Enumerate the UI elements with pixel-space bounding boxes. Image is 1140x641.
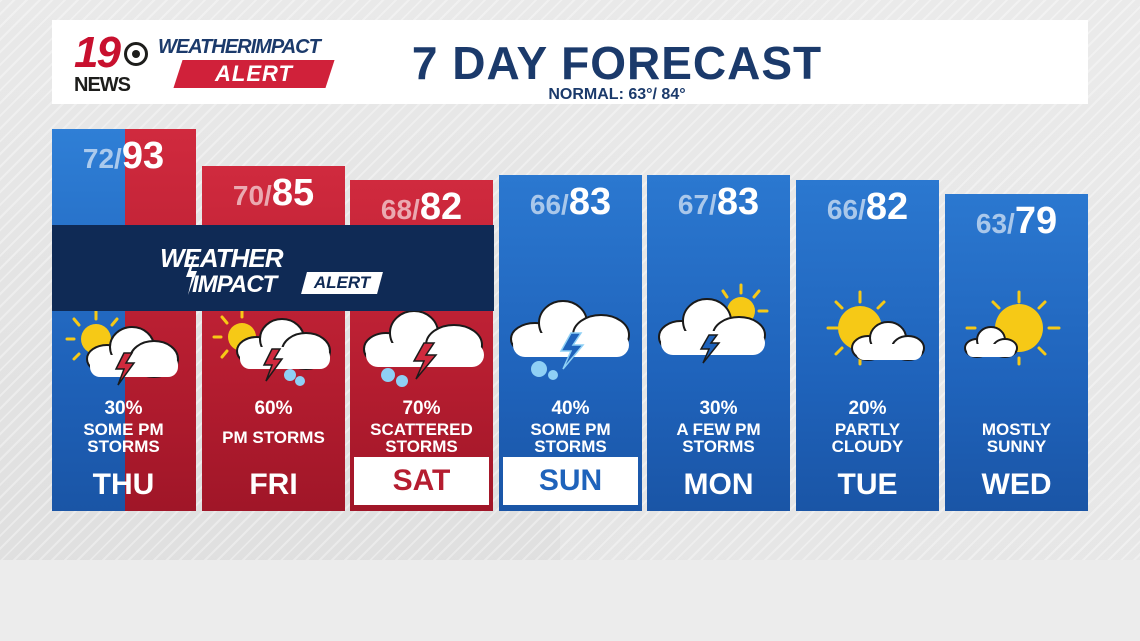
thunderstorm-rain-icon bbox=[510, 300, 630, 380]
high-temp: 82 bbox=[865, 186, 909, 228]
temp-separator: / bbox=[561, 189, 569, 220]
cbs-eye-icon bbox=[124, 42, 148, 66]
precip-chance: 60% bbox=[254, 398, 293, 419]
condition-line2: STORMS bbox=[87, 437, 160, 456]
low-temp: 66 bbox=[529, 189, 562, 220]
day-label: WED bbox=[981, 468, 1052, 501]
day-label: MON bbox=[683, 468, 754, 501]
temps: 63/79 bbox=[945, 200, 1088, 243]
high-temp: 79 bbox=[1014, 200, 1058, 242]
partly-sunny-thunderstorm-icon bbox=[65, 309, 179, 386]
partly-cloudy-icon bbox=[826, 290, 925, 366]
temps: 66/82 bbox=[796, 186, 939, 229]
station-number: 19 bbox=[74, 28, 121, 77]
high-temp: 93 bbox=[121, 135, 165, 177]
precip-chance: 30% bbox=[104, 398, 143, 419]
low-temp: 70 bbox=[232, 180, 265, 211]
temps: 68/82 bbox=[350, 186, 493, 229]
day-column-thu: 72/93 30% SOME PM STORMS THU bbox=[52, 129, 195, 511]
precip-chance: 20% bbox=[848, 398, 887, 419]
condition-line2: STORMS bbox=[534, 437, 607, 456]
thu-column-blue-half bbox=[52, 129, 125, 511]
brand-line2: ALERT bbox=[215, 61, 293, 86]
temp-separator: / bbox=[1007, 208, 1015, 239]
partly-sunny-thunderstorm-icon bbox=[658, 283, 769, 364]
normal-temps: NORMAL: 63°/ 84° bbox=[548, 86, 686, 103]
alert-tag-label: ALERT bbox=[313, 273, 371, 292]
temps: 70/85 bbox=[202, 172, 345, 215]
condition-line1: SOME PM bbox=[83, 420, 164, 439]
condition-line1: MOSTLY bbox=[981, 420, 1052, 439]
day-label: SAT bbox=[354, 457, 489, 505]
temps: 67/83 bbox=[647, 181, 790, 224]
condition-line2: STORMS bbox=[385, 437, 458, 456]
temp-separator: / bbox=[709, 189, 717, 220]
day-label: FRI bbox=[249, 468, 298, 501]
day-column-mon: 67/83 30% A FEW PM STORMS MON bbox=[647, 175, 790, 511]
day-label: THU bbox=[92, 468, 155, 501]
precip-chance: 30% bbox=[699, 398, 738, 419]
condition-line1: PM STORMS bbox=[222, 428, 325, 447]
temps: 66/83 bbox=[499, 181, 642, 224]
temp-separator: / bbox=[264, 180, 272, 211]
high-temp: 85 bbox=[271, 172, 315, 214]
temp-separator: / bbox=[114, 143, 122, 174]
alert-line1: WEATHER bbox=[160, 243, 284, 273]
thunderstorm-rain-icon bbox=[363, 310, 484, 387]
day-label: TUE bbox=[837, 468, 898, 501]
low-temp: 63 bbox=[975, 208, 1008, 239]
alert-tag: ALERT bbox=[301, 272, 383, 294]
header-bar: 19 NEWS WEATHERIMPACT ALERT 7 DAY FORECA… bbox=[52, 20, 1088, 104]
low-temp: 67 bbox=[677, 189, 710, 220]
weather-impact-alert-logo: WEATHERIMPACT ALERT bbox=[156, 36, 346, 92]
day-column-fri: 70/85 60% PM STORMS FRI bbox=[202, 166, 345, 511]
low-temp: 66 bbox=[826, 194, 859, 225]
condition-line1: A FEW PM bbox=[676, 420, 761, 439]
temp-separator: / bbox=[412, 194, 420, 225]
condition-line2: CLOUDY bbox=[831, 437, 904, 456]
condition-line2: SUNNY bbox=[986, 437, 1047, 456]
high-temp: 83 bbox=[568, 181, 612, 223]
brand-line1: WEATHERIMPACT bbox=[158, 36, 321, 58]
weather-impact-alert-banner: WEATHER IMPACT ALERT bbox=[52, 225, 494, 311]
high-temp: 82 bbox=[419, 186, 463, 228]
lightning-bolt-icon bbox=[186, 255, 197, 295]
background-footer bbox=[0, 560, 1140, 641]
precip-chance: 40% bbox=[551, 398, 590, 419]
condition-line2: STORMS bbox=[682, 437, 755, 456]
condition-line1: SOME PM bbox=[530, 420, 611, 439]
brand-alert-badge: ALERT bbox=[173, 60, 335, 88]
condition-line1: SCATTERED bbox=[370, 420, 473, 439]
day-label: SUN bbox=[503, 457, 638, 505]
low-temp: 72 bbox=[82, 143, 115, 174]
day-column-tue: 66/82 20% PARTLY CLOUDY TUE bbox=[796, 180, 939, 511]
alert-line2: IMPACT bbox=[192, 271, 277, 298]
temps: 72/93 bbox=[52, 135, 195, 178]
station-news-label: NEWS bbox=[74, 74, 131, 96]
station-logo: 19 NEWS bbox=[72, 28, 152, 96]
mostly-sunny-icon bbox=[964, 290, 1061, 366]
precip-chance: 70% bbox=[402, 398, 441, 419]
temp-separator: / bbox=[858, 194, 866, 225]
high-temp: 83 bbox=[716, 181, 760, 223]
sunny-thunderstorm-rain-icon bbox=[212, 309, 331, 386]
thu-column-red-half bbox=[125, 129, 196, 511]
page-title: 7 DAY FORECAST bbox=[411, 37, 823, 89]
day-column-sun: 66/83 40% SOME PM STORMS SUN bbox=[499, 175, 642, 511]
day-column-wed: 63/79 MOSTLY SUNNY WED bbox=[945, 194, 1088, 511]
low-temp: 68 bbox=[380, 194, 413, 225]
condition-line1: PARTLY bbox=[834, 420, 901, 439]
